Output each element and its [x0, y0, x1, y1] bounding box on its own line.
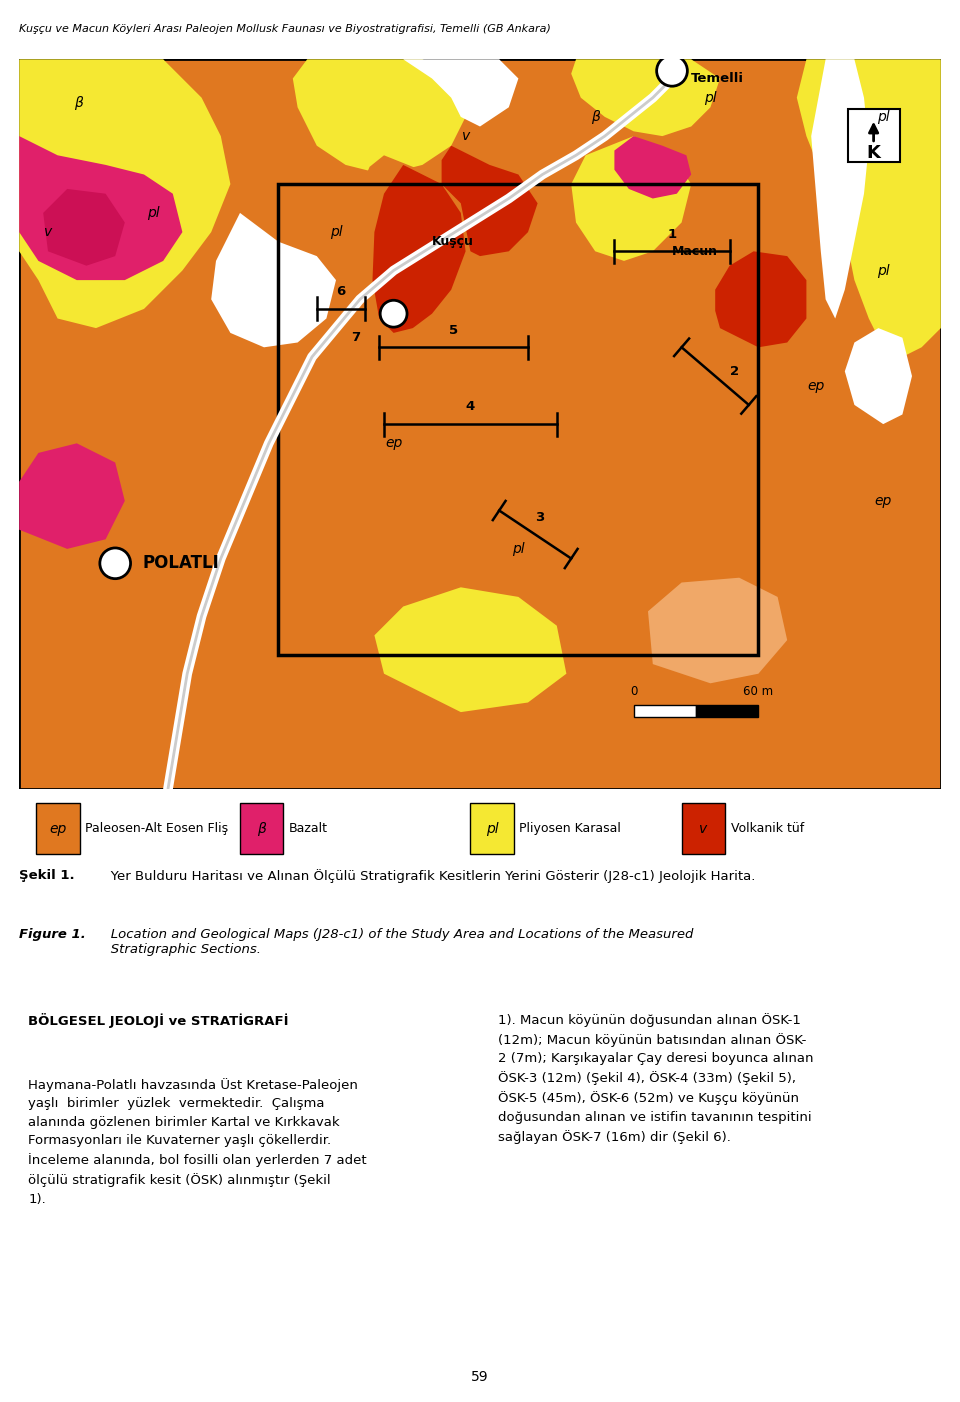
Bar: [848, 109, 900, 163]
Text: 5: 5: [449, 324, 458, 336]
Text: Paleosen-Alt Eosen Fliş: Paleosen-Alt Eosen Fliş: [85, 822, 228, 836]
Text: v: v: [463, 129, 470, 143]
Polygon shape: [19, 59, 230, 328]
Text: Macun: Macun: [672, 245, 718, 258]
Polygon shape: [797, 59, 941, 358]
Polygon shape: [715, 251, 806, 348]
Text: 1: 1: [667, 227, 677, 241]
Text: pl: pl: [512, 543, 525, 557]
Polygon shape: [43, 189, 125, 266]
Text: 6: 6: [336, 285, 346, 299]
Polygon shape: [614, 136, 691, 199]
Polygon shape: [211, 213, 336, 348]
Text: Figure 1.: Figure 1.: [19, 928, 86, 941]
Text: Bazalt: Bazalt: [289, 822, 328, 836]
Text: 1). Macun köyünün doğusundan alınan ÖSK-1
(12m); Macun köyünün batısından alınan: 1). Macun köyünün doğusundan alınan ÖSK-…: [498, 1012, 814, 1144]
Text: Şekil 1.: Şekil 1.: [19, 869, 75, 882]
Text: Kuşçu ve Macun Köyleri Arası Paleojen Mollusk Faunası ve Biyostratigrafisi, Teme: Kuşçu ve Macun Köyleri Arası Paleojen Mo…: [19, 24, 551, 34]
Polygon shape: [845, 328, 912, 423]
Text: BÖLGESEL JEOLOJİ ve STRATİGRAFİ: BÖLGESEL JEOLOJİ ve STRATİGRAFİ: [29, 1012, 289, 1028]
Bar: [278, 184, 758, 655]
Text: Pliyosen Karasal: Pliyosen Karasal: [519, 822, 621, 836]
Text: POLATLI: POLATLI: [142, 554, 219, 572]
Text: 4: 4: [466, 401, 475, 414]
Text: 7: 7: [350, 331, 360, 345]
Text: ep: ep: [875, 494, 892, 508]
Text: 0: 0: [630, 684, 637, 698]
Text: 60 m: 60 m: [743, 684, 774, 698]
Polygon shape: [648, 578, 787, 683]
Polygon shape: [384, 59, 518, 126]
Text: Volkanik tüf: Volkanik tüf: [731, 822, 804, 836]
Circle shape: [100, 548, 131, 579]
Text: 2: 2: [730, 365, 739, 377]
Text: β: β: [590, 109, 600, 123]
Polygon shape: [19, 136, 182, 280]
Text: pl: pl: [704, 91, 717, 105]
Bar: [36, 803, 80, 854]
Text: β: β: [74, 95, 84, 109]
Text: pl: pl: [486, 822, 498, 836]
Text: Temelli: Temelli: [691, 72, 744, 86]
Text: K: K: [867, 144, 880, 163]
Polygon shape: [571, 59, 720, 136]
Polygon shape: [374, 587, 566, 712]
Polygon shape: [372, 165, 466, 332]
Polygon shape: [442, 146, 538, 257]
Text: 3: 3: [536, 510, 544, 524]
Text: ep: ep: [385, 436, 402, 450]
Text: β: β: [257, 822, 266, 836]
Text: Yer Bulduru Haritası ve Alınan Ölçülü Stratigrafik Kesitlerin Yerini Gösterir (J: Yer Bulduru Haritası ve Alınan Ölçülü St…: [98, 869, 755, 883]
Text: v: v: [44, 226, 52, 240]
Text: pl: pl: [147, 206, 160, 220]
Text: 59: 59: [471, 1371, 489, 1384]
Text: pl: pl: [329, 226, 343, 240]
Text: Haymana-Polatlı havzasında Üst Kretase-Paleojen
yaşlı  birimler  yüzlek  vermekt: Haymana-Polatlı havzasında Üst Kretase-P…: [29, 1078, 367, 1206]
Circle shape: [380, 300, 407, 327]
Polygon shape: [811, 59, 869, 318]
Text: pl: pl: [876, 109, 890, 123]
Polygon shape: [326, 156, 470, 386]
Text: Kuşçu: Kuşçu: [432, 236, 474, 248]
Bar: [634, 705, 696, 716]
Text: Location and Geological Maps (J28-c1) of the Study Area and Locations of the Mea: Location and Geological Maps (J28-c1) of…: [98, 928, 693, 956]
Text: v: v: [699, 822, 708, 836]
Text: ep: ep: [807, 379, 825, 393]
Polygon shape: [19, 443, 125, 550]
Text: pl: pl: [876, 264, 890, 278]
Bar: [470, 803, 514, 854]
Bar: [682, 803, 725, 854]
Circle shape: [657, 56, 687, 86]
Polygon shape: [571, 136, 691, 261]
Text: ep: ep: [50, 822, 66, 836]
Bar: [696, 705, 758, 716]
Polygon shape: [293, 59, 470, 174]
Bar: [240, 803, 283, 854]
